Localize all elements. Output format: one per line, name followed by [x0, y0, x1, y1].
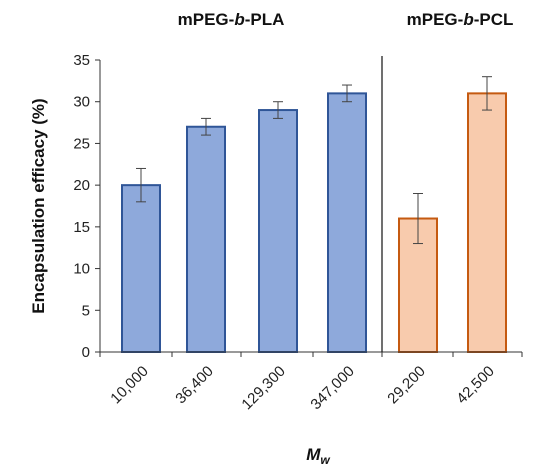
- bar: [258, 109, 298, 353]
- bar: [121, 184, 161, 353]
- y-tick-label: 35: [73, 52, 90, 69]
- x-axis-title-sub: w: [320, 453, 330, 467]
- group-title-pla-part2: b: [234, 10, 244, 29]
- bar: [467, 92, 507, 353]
- x-tick-label: 29,200: [384, 363, 428, 407]
- group-title-pla-part3: -PLA: [245, 10, 285, 29]
- error-bar: [342, 84, 352, 103]
- group-title-pcl: mPEG-b-PCL: [407, 10, 514, 29]
- bar: [186, 125, 226, 353]
- y-tick-label: 10: [73, 261, 90, 278]
- x-tick-label: 347,000: [307, 363, 357, 413]
- y-tick-label: 5: [82, 302, 90, 319]
- y-axis-title: Encapsulation efficacy (%): [29, 98, 48, 313]
- error-bar: [273, 101, 283, 119]
- group-title-pla-part1: mPEG-: [178, 10, 235, 29]
- error-bar: [413, 192, 423, 245]
- bar: [327, 92, 367, 353]
- group-title-pcl-part2: b: [463, 10, 473, 29]
- x-axis-title: Mw: [306, 445, 330, 467]
- x-tick-label: 42,500: [453, 363, 497, 407]
- error-bar: [136, 167, 146, 203]
- y-tick-label: 0: [82, 344, 90, 361]
- x-tick-label: 129,300: [238, 363, 288, 413]
- x-axis-title-main: M: [306, 445, 321, 464]
- x-tick-label: 36,400: [172, 363, 216, 407]
- error-bar: [201, 117, 211, 136]
- y-tick-label: 30: [73, 94, 90, 111]
- y-tick-label: 25: [73, 135, 90, 152]
- y-tick-label: 20: [73, 177, 90, 194]
- x-tick-label: 10,000: [107, 363, 151, 407]
- error-bar: [482, 76, 492, 111]
- y-tick-label: 15: [73, 219, 90, 236]
- group-title-pcl-part1: mPEG-: [407, 10, 464, 29]
- group-title-pla: mPEG-b-PLA: [178, 10, 285, 29]
- group-title-pcl-part3: -PCL: [474, 10, 514, 29]
